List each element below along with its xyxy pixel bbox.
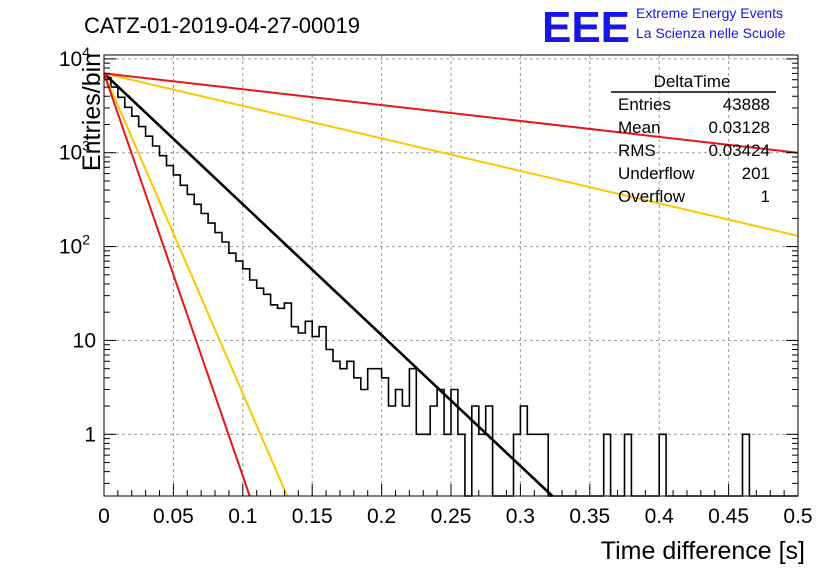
- stats-title: DeltaTime: [654, 72, 731, 91]
- x-tick-label: 0.1: [228, 505, 257, 528]
- fit-curve-1: [103, 72, 554, 497]
- x-tick-label: 0.2: [367, 505, 396, 528]
- x-tick-label: 0.25: [431, 505, 472, 528]
- y-tick-label: 102: [59, 232, 90, 259]
- y-tick-label: 1: [84, 423, 96, 446]
- y-tick-labels: 1 10 102 103 104: [59, 44, 96, 446]
- x-tick-label: 0.15: [292, 505, 333, 528]
- x-tick-label: 0.05: [153, 505, 194, 528]
- stats-label: Underflow: [618, 164, 695, 183]
- logo-line-2: La Scienza nelle Scuole: [636, 25, 786, 41]
- grid: [104, 55, 798, 496]
- stats-value: 0.03424: [709, 141, 770, 160]
- x-tick-label: 0.45: [708, 505, 749, 528]
- x-tick-labels: 0 0.05 0.1 0.15 0.2 0.25 0.3 0.35 0.4 0.45 0.5: [98, 505, 812, 528]
- x-tick-label: 0.3: [506, 505, 535, 528]
- y-tick-label: 104: [59, 44, 90, 71]
- fit-curve-3: [103, 73, 251, 497]
- eee-logo: EEE Extreme Energy Events La Scienza nel…: [542, 3, 786, 52]
- fit-curve-5: [103, 72, 799, 154]
- x-tick-label: 0.4: [645, 505, 675, 528]
- logo-mark: EEE: [542, 3, 630, 52]
- x-tick-label: 0: [98, 505, 110, 528]
- y-axis-title: Entries/bin: [78, 53, 106, 171]
- fit-curve-4: [103, 72, 799, 237]
- fit-curve-2: [103, 73, 289, 497]
- stats-label: RMS: [618, 141, 656, 160]
- chart-title: CATZ-01-2019-04-27-00019: [84, 13, 360, 38]
- stats-value: 1: [761, 187, 770, 206]
- fit-curves: [103, 72, 799, 497]
- y-tick-label: 10: [73, 329, 96, 352]
- stats-value: 43888: [723, 95, 770, 114]
- stats-label: Mean: [618, 118, 661, 137]
- stats-label: Overflow: [618, 187, 686, 206]
- x-tick-label: 0.5: [783, 505, 812, 528]
- stats-rows: Entries 43888 Mean 0.03128 RMS 0.03424 Underfl…: [618, 95, 770, 206]
- logo-line-1: Extreme Energy Events: [636, 5, 783, 21]
- stats-value: 0.03128: [709, 118, 770, 137]
- x-axis-title: Time difference [s]: [601, 537, 805, 565]
- stats-value: 201: [742, 164, 770, 183]
- stats-box: DeltaTime Entries 43888 Mean 0.03128 RMS 0.03…: [611, 72, 776, 206]
- stats-label: Entries: [618, 95, 671, 114]
- axis-ticks: [103, 58, 799, 496]
- x-tick-label: 0.35: [569, 505, 610, 528]
- y-tick-label: 103: [59, 138, 90, 165]
